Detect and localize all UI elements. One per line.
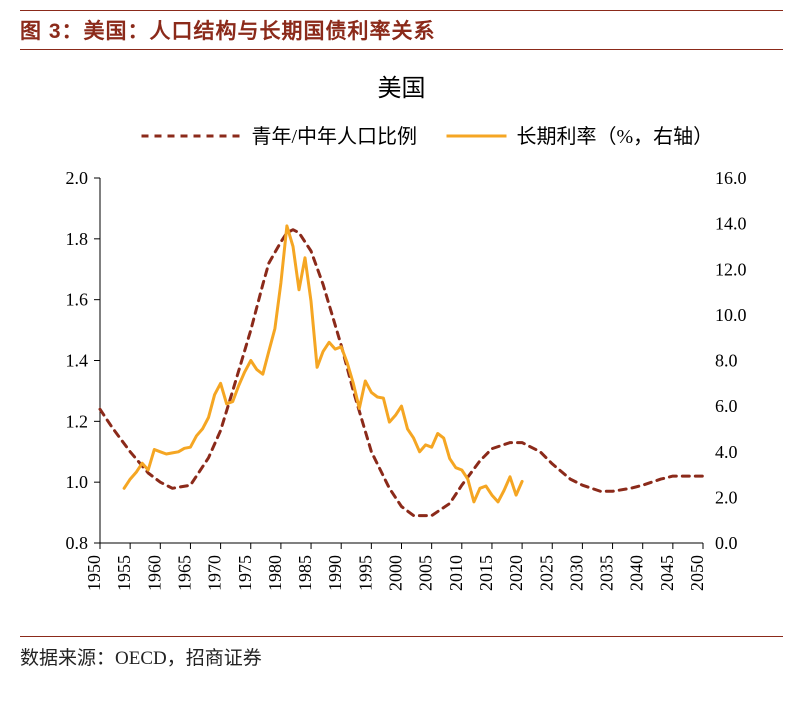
svg-text:1985: 1985 (295, 555, 315, 591)
svg-text:14.0: 14.0 (715, 214, 747, 234)
figure-title: 图 3：美国：人口结构与长期国债利率关系 (20, 20, 436, 43)
svg-text:1980: 1980 (265, 555, 285, 591)
svg-text:2050: 2050 (687, 555, 707, 591)
svg-text:8.0: 8.0 (715, 351, 738, 371)
svg-text:1990: 1990 (325, 555, 345, 591)
svg-text:1970: 1970 (205, 555, 225, 591)
source-text: 数据来源：OECD，招商证券 (20, 648, 262, 669)
svg-text:1965: 1965 (174, 555, 194, 591)
svg-text:2.0: 2.0 (66, 168, 89, 188)
svg-text:1995: 1995 (355, 555, 375, 591)
svg-text:0.0: 0.0 (715, 533, 738, 553)
svg-text:1955: 1955 (114, 555, 134, 591)
svg-text:1.4: 1.4 (66, 351, 89, 371)
svg-text:1.2: 1.2 (66, 411, 89, 431)
svg-text:2020: 2020 (506, 555, 526, 591)
svg-text:10.0: 10.0 (715, 305, 747, 325)
chart-svg: 美国青年/中年人口比例 长期利率（%，右轴） 0.8 1.0 1.2 1.4 1.6 1.8 2… (20, 68, 783, 628)
svg-text:0.8: 0.8 (66, 533, 89, 553)
svg-text:4.0: 4.0 (715, 442, 738, 462)
svg-text:16.0: 16.0 (715, 168, 747, 188)
svg-text:2045: 2045 (657, 555, 677, 591)
svg-text:1.0: 1.0 (66, 472, 89, 492)
source-bar: 数据来源：OECD，招商证券 (20, 636, 783, 670)
svg-text:1.8: 1.8 (66, 229, 89, 249)
svg-text:2040: 2040 (627, 555, 647, 591)
svg-text:1975: 1975 (235, 555, 255, 591)
svg-text:12.0: 12.0 (715, 259, 747, 279)
svg-text:2015: 2015 (476, 555, 496, 591)
svg-text:2000: 2000 (386, 555, 406, 591)
svg-text:2035: 2035 (597, 555, 617, 591)
svg-text:美国: 美国 (378, 75, 426, 102)
svg-text:1.6: 1.6 (66, 290, 89, 310)
chart-area: 美国青年/中年人口比例 长期利率（%，右轴） 0.8 1.0 1.2 1.4 1.6 1.8 2… (20, 68, 783, 628)
svg-text:6.0: 6.0 (715, 396, 738, 416)
figure-page: 图 3：美国：人口结构与长期国债利率关系 美国青年/中年人口比例 长期利率（%，右… (0, 0, 803, 703)
svg-text:长期利率（%，右轴）: 长期利率（%，右轴） (517, 125, 714, 148)
figure-title-bar: 图 3：美国：人口结构与长期国债利率关系 (20, 10, 783, 50)
svg-text:1950: 1950 (84, 555, 104, 591)
svg-text:2.0: 2.0 (715, 487, 738, 507)
svg-text:2030: 2030 (566, 555, 586, 591)
svg-text:青年/中年人口比例: 青年/中年人口比例 (252, 125, 418, 148)
svg-text:2005: 2005 (416, 555, 436, 591)
svg-text:2025: 2025 (536, 555, 556, 591)
svg-text:2010: 2010 (446, 555, 466, 591)
svg-text:1960: 1960 (144, 555, 164, 591)
